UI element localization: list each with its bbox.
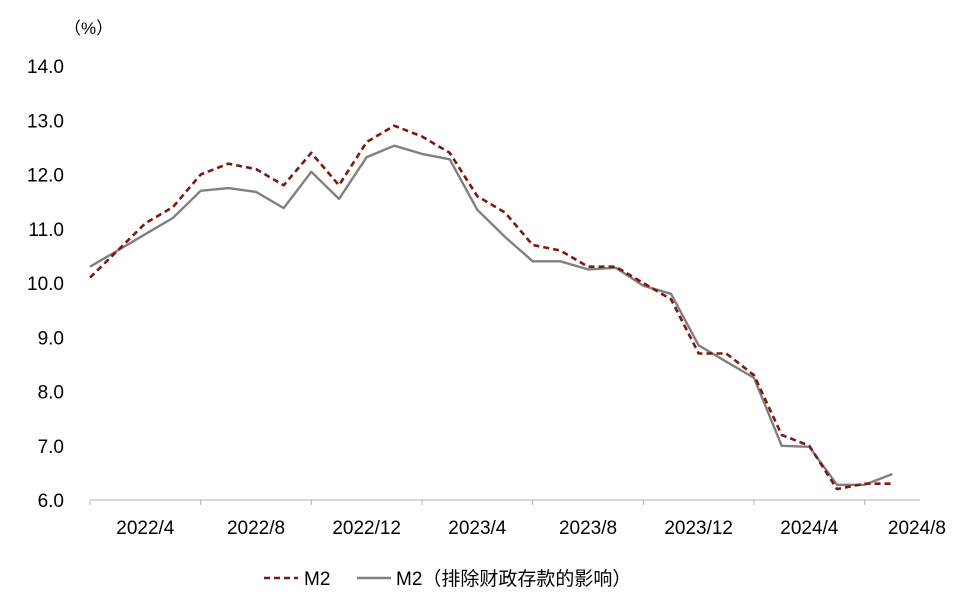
x-tick-label: 2023/12 — [664, 518, 733, 539]
series-m2-adjusted-line — [89, 144, 893, 486]
y-tick-label: 9.0 — [38, 328, 64, 349]
x-tick-label: 2023/8 — [559, 518, 617, 539]
x-axis-ticks — [89, 500, 866, 505]
legend-item-m2-adjusted-label: M2（排除财政存款的影响） — [396, 568, 631, 590]
x-tick-label: 2022/8 — [227, 518, 285, 539]
y-tick-label: 6.0 — [38, 491, 64, 512]
y-tick-label: 8.0 — [38, 383, 64, 404]
legend: M2 M2（排除财政存款的影响） — [264, 568, 631, 590]
y-tick-label: 10.0 — [27, 274, 64, 295]
y-tick-label: 7.0 — [38, 437, 64, 458]
x-tick-label: 2022/12 — [332, 518, 401, 539]
x-tick-label: 2024/4 — [780, 518, 839, 539]
x-axis-tick-labels: 2022/4 2022/8 2022/12 2023/4 2023/8 2023/12 20… — [116, 518, 946, 539]
legend-item-m2-label: M2 — [304, 569, 330, 590]
y-tick-label: 13.0 — [27, 111, 64, 132]
x-tick-label: 2023/4 — [448, 518, 507, 539]
x-tick-label: 2022/4 — [116, 518, 175, 539]
y-tick-label: 14.0 — [27, 57, 64, 78]
x-tick-label: 2024/8 — [888, 518, 946, 539]
series-m2-line — [89, 124, 893, 491]
y-axis-unit-label: （%） — [64, 19, 113, 38]
y-axis-tick-labels: 6.0 7.0 8.0 9.0 10.0 11.0 12.0 13.0 14.0 — [27, 57, 64, 512]
series-layer — [89, 124, 893, 491]
y-tick-label: 12.0 — [27, 166, 64, 187]
y-tick-label: 11.0 — [28, 220, 64, 241]
